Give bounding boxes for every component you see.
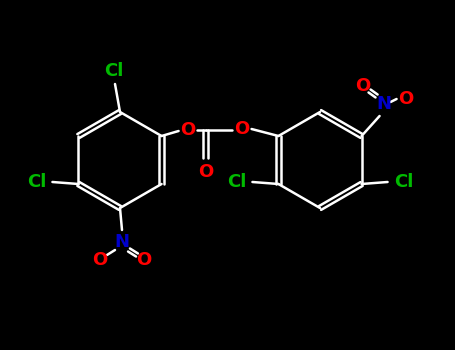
Text: O: O bbox=[234, 120, 249, 138]
Text: Cl: Cl bbox=[27, 173, 46, 191]
Text: O: O bbox=[92, 251, 108, 269]
Text: O: O bbox=[136, 251, 152, 269]
Text: Cl: Cl bbox=[394, 173, 413, 191]
Text: O: O bbox=[180, 121, 195, 139]
Text: O: O bbox=[398, 90, 413, 108]
Text: O: O bbox=[355, 77, 370, 95]
Text: N: N bbox=[115, 233, 130, 251]
Text: O: O bbox=[198, 163, 213, 181]
Text: N: N bbox=[376, 95, 391, 113]
Text: Cl: Cl bbox=[227, 173, 246, 191]
Text: Cl: Cl bbox=[104, 62, 124, 80]
